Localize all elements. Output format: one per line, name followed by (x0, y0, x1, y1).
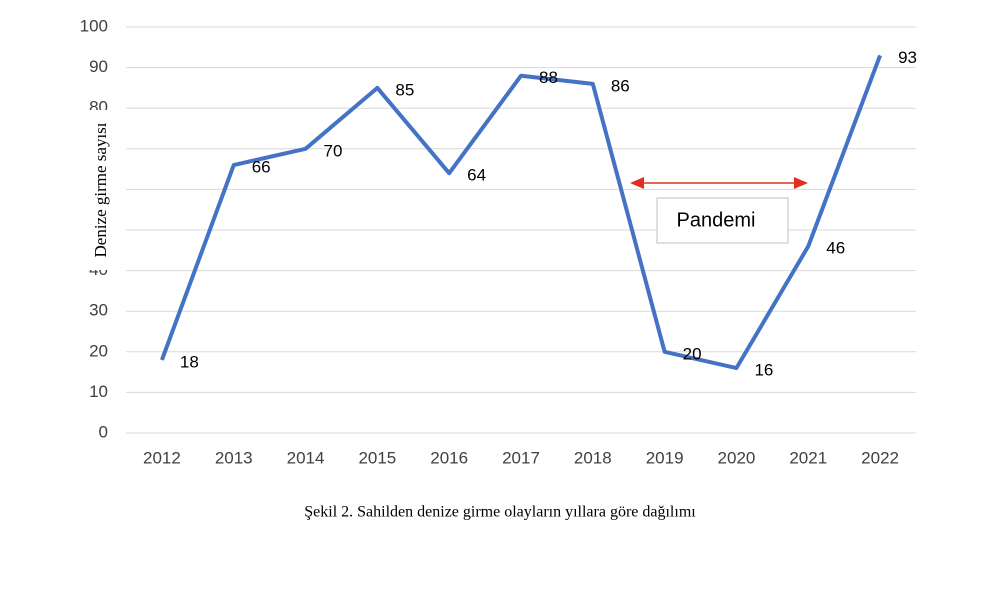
x-tick-label: 2022 (861, 448, 899, 467)
x-tick-label: 2012 (143, 448, 181, 467)
x-tick-label: 2014 (287, 448, 325, 467)
x-tick-label: 2015 (358, 448, 396, 467)
y-tick-label: 20 (89, 341, 108, 360)
caption: Şekil 2. Sahilden denize girme olayların… (304, 504, 696, 521)
axis-title-bg (88, 110, 116, 270)
annotation-box (656, 197, 789, 244)
annotation: Pandemi (677, 209, 756, 231)
arrow-head (794, 177, 808, 189)
data-label: 88 (539, 68, 558, 87)
x-tick-label: 2020 (718, 448, 756, 467)
data-label: 93 (898, 48, 917, 67)
data-label: 66 (252, 158, 271, 177)
data-label: 70 (324, 141, 343, 160)
x-tick-label: 2016 (430, 448, 468, 467)
y-tick-label: 10 (89, 382, 108, 401)
y-tick-label: 100 (80, 16, 108, 35)
data-line (160, 54, 882, 371)
arrow-head (630, 177, 644, 189)
x-tick-label: 2017 (502, 448, 540, 467)
y-tick-label: 0 (99, 422, 108, 441)
x-tick-label: 2018 (574, 448, 612, 467)
data-label: 18 (180, 352, 199, 371)
data-label: 16 (754, 361, 773, 380)
y-tick-label: 90 (89, 57, 108, 76)
data-label: 86 (611, 76, 630, 95)
y-tick-label: 30 (89, 301, 108, 320)
x-tick-label: 2019 (646, 448, 684, 467)
data-label: 85 (395, 80, 414, 99)
y-axis-title: Denize girme sayısı (91, 122, 110, 257)
x-tick-label: 2021 (789, 448, 827, 467)
x-tick-label: 2013 (215, 448, 253, 467)
data-label: 46 (826, 239, 845, 258)
data-label: 64 (467, 166, 486, 185)
data-label: 20 (683, 344, 702, 363)
